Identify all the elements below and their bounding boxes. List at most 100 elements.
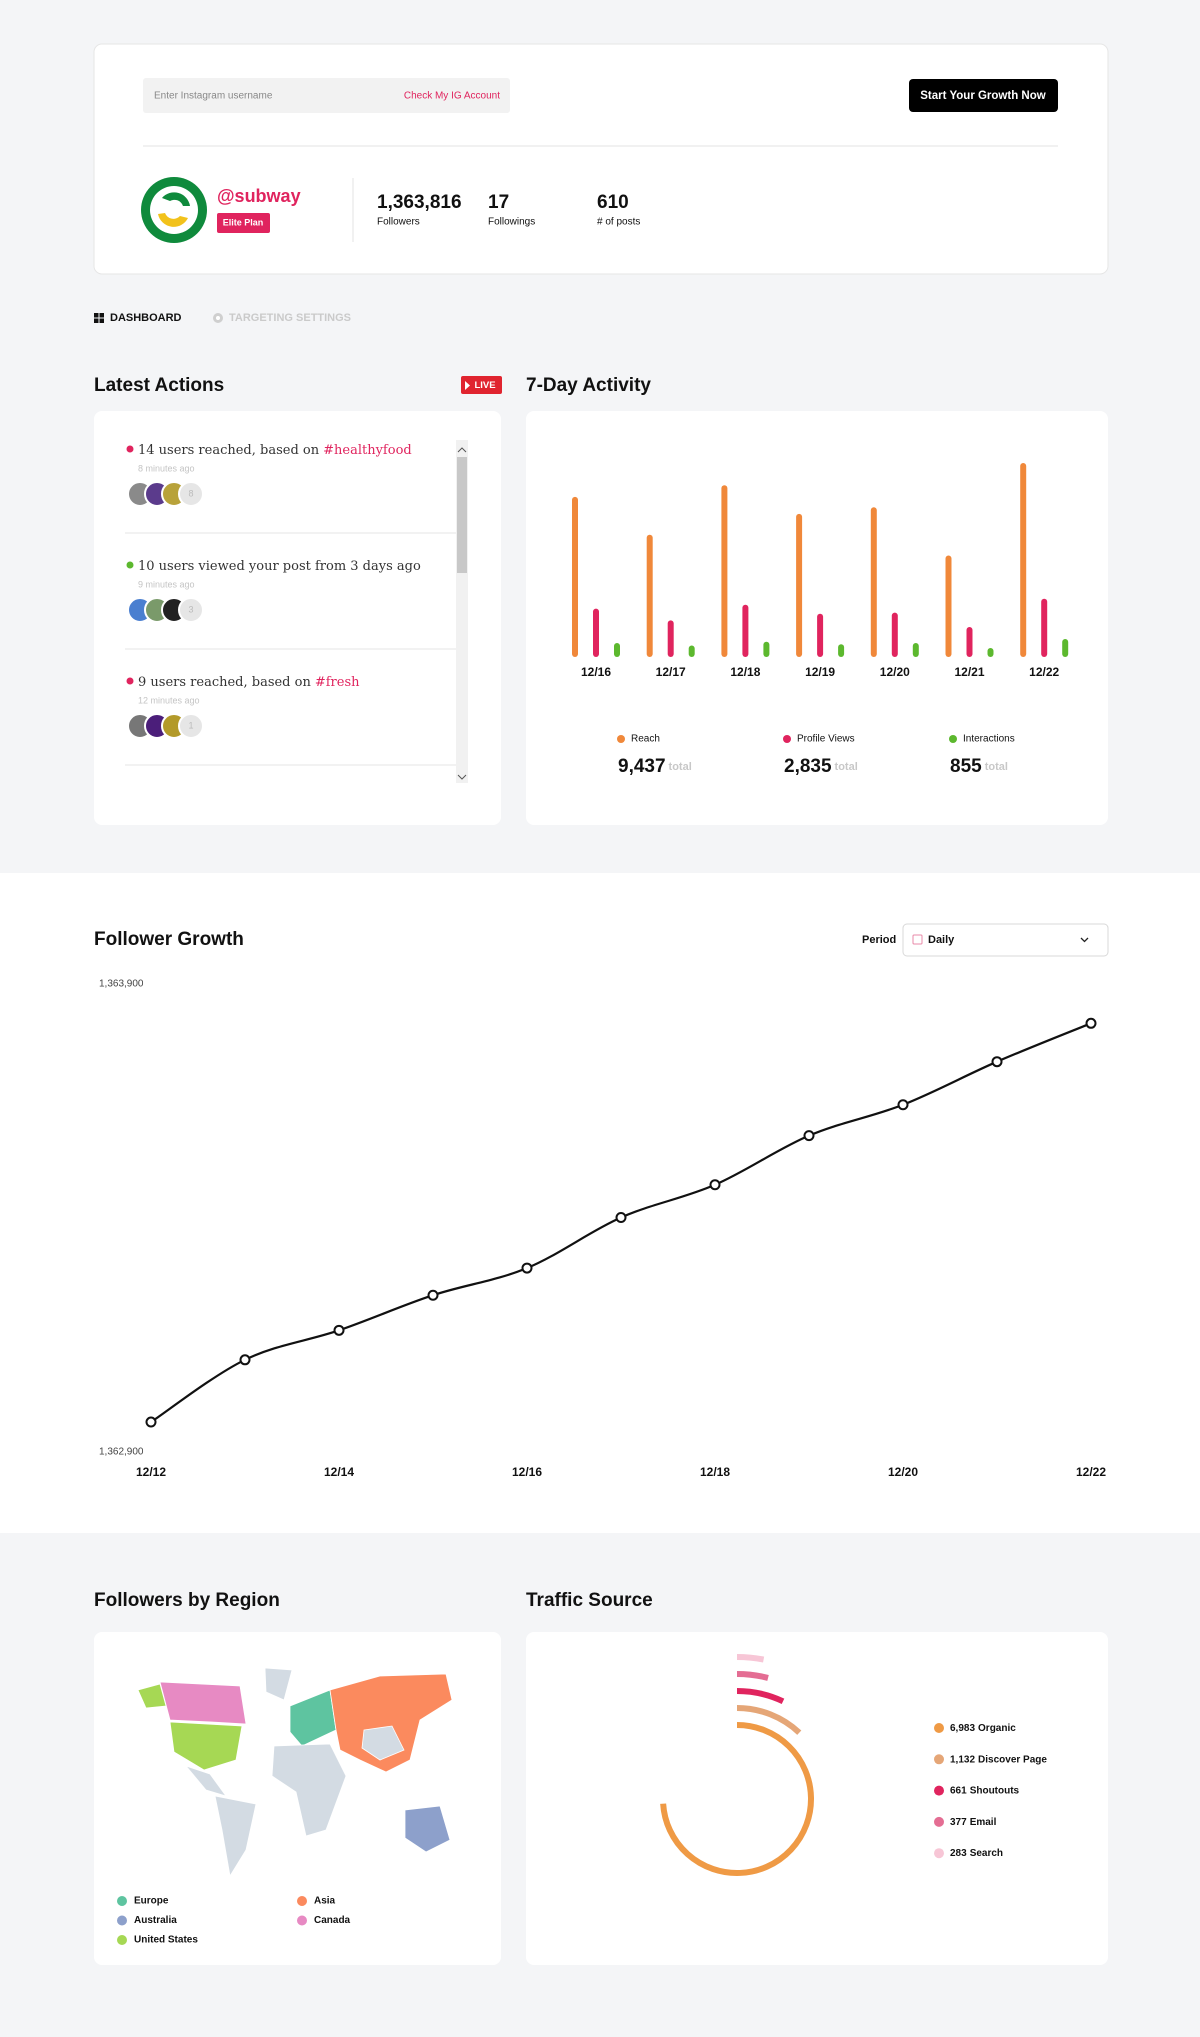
username-input[interactable] [143, 78, 510, 113]
bar [987, 648, 994, 657]
bar [763, 641, 770, 657]
action-text: 14 users reached, based on #healthyfood [138, 443, 412, 458]
cta-label: Start Your Growth Now [920, 90, 1045, 102]
region-shape [184, 1765, 228, 1797]
stat-value: 1,363,816 [377, 192, 462, 213]
x-tick-label: 12/22 [1076, 1465, 1106, 1479]
period-value: Daily [928, 934, 955, 946]
total-value: 2,835 [784, 756, 832, 777]
stat-value: 610 [597, 192, 629, 213]
legend-label: 283 Search [950, 1848, 1003, 1859]
live-badge [461, 376, 502, 394]
total-value: 9,437 [618, 756, 666, 777]
scroll-down[interactable] [457, 774, 467, 780]
legend-label: Asia [314, 1896, 336, 1907]
avatar-more [178, 597, 204, 623]
stat-label: Followers [377, 217, 420, 228]
legend-dot [617, 735, 625, 743]
region-shape [159, 1681, 247, 1725]
x-tick-label: 12/18 [730, 665, 760, 679]
point [333, 1324, 345, 1336]
action-text: 9 users reached, based on #fresh [138, 675, 360, 690]
hashtag: #healthyfood [323, 443, 412, 458]
tab-icon [94, 313, 104, 323]
section-title: Latest Actions [94, 375, 224, 396]
legend-label: 377 Email [950, 1817, 997, 1828]
legend-label: United States [134, 1935, 198, 1946]
action-time: 8 minutes ago [138, 463, 195, 473]
action-label: 10 users viewed your post from 3 days ag… [138, 559, 421, 574]
bar [593, 608, 599, 657]
section-title: Traffic Source [526, 1590, 653, 1611]
x-tick-label: 12/22 [1029, 665, 1059, 679]
legend-name: Organic [978, 1723, 1016, 1734]
legend-value: 377 [950, 1817, 967, 1828]
legend-label: 1,132 Discover Page [950, 1754, 1047, 1765]
hashtag: #fresh [315, 675, 360, 690]
calendar-icon [912, 934, 923, 945]
y-tick-label: 1,362,900 [99, 1447, 144, 1458]
legend-dot [117, 1896, 127, 1906]
bar [572, 496, 578, 657]
section-title: Followers by Region [94, 1590, 280, 1611]
avatar-count: 1 [188, 720, 193, 730]
region-shape [329, 1673, 453, 1773]
x-tick-label: 12/20 [880, 665, 910, 679]
region-shape [271, 1743, 347, 1837]
point [1085, 1017, 1097, 1029]
point [427, 1289, 439, 1301]
action-label: 14 users reached, based on [138, 443, 320, 458]
handle: @subway [217, 186, 301, 206]
bar [870, 507, 877, 657]
world-map: Europe Asia Australia Canada United States [117, 1667, 453, 1946]
logo [141, 177, 207, 243]
total: 855 total [950, 756, 1008, 777]
legend-dot [934, 1848, 944, 1859]
cta-button[interactable] [909, 79, 1058, 112]
legend-label: Canada [314, 1915, 351, 1926]
legend-label: Europe [134, 1896, 169, 1907]
bar [721, 485, 728, 657]
action-list: 14 users reached, based on #healthyfood 8 … [125, 443, 456, 766]
check-button[interactable]: Check My IG Account [404, 91, 500, 102]
scroll-thumb[interactable] [457, 457, 467, 573]
action-text: 10 users viewed your post from 3 days ag… [138, 559, 421, 574]
action-time: 12 minutes ago [138, 695, 200, 705]
x-tick-label: 12/19 [805, 665, 835, 679]
status-dot [126, 561, 134, 569]
point [615, 1212, 627, 1224]
period-select[interactable] [902, 923, 1109, 957]
scroll-up[interactable] [457, 447, 467, 453]
legend-label: 661 Shoutouts [950, 1785, 1020, 1796]
bar [667, 620, 674, 657]
action-label: 9 users reached, based on [138, 675, 311, 690]
tab[interactable]: DASHBOARD [110, 312, 182, 324]
arc [736, 1688, 785, 1705]
bar [614, 642, 620, 657]
growth-chart: 1,362,900 1,363,900 12/12 12/14 12/16 12/18 12… [99, 979, 1106, 1480]
legend-label: Australia [134, 1915, 177, 1926]
bar [912, 642, 919, 657]
avatar-count: 3 [188, 604, 193, 614]
legend-dot [934, 1785, 944, 1796]
avatar-count: 8 [188, 488, 193, 498]
growth-band [0, 873, 1200, 1533]
avatar-more [178, 713, 204, 739]
legend-dot [117, 1915, 127, 1926]
x-tick-label: 12/14 [324, 1465, 354, 1479]
activity-card [526, 411, 1108, 825]
tab[interactable]: TARGETING SETTINGS [229, 312, 351, 324]
x-tick-label: 12/20 [888, 1465, 918, 1479]
traffic-card [526, 1632, 1108, 1965]
x-tick-label: 12/21 [954, 665, 984, 679]
total-suffix: total [985, 761, 1008, 773]
point [897, 1099, 909, 1111]
region-shape [404, 1805, 451, 1853]
legend-name: Shoutouts [970, 1785, 1020, 1796]
plan-badge [217, 213, 270, 233]
status-dot [126, 677, 134, 685]
region-shape [361, 1725, 405, 1761]
avatar-more [178, 481, 204, 507]
live-icon [465, 381, 470, 390]
tab-icon [216, 316, 220, 320]
